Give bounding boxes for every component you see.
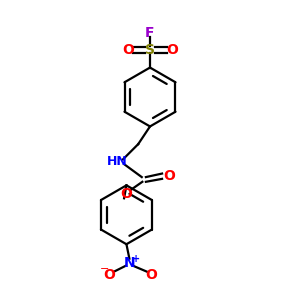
Text: O: O	[163, 169, 175, 184]
Text: F: F	[145, 26, 155, 40]
Text: O: O	[122, 43, 134, 57]
Text: O: O	[146, 268, 158, 282]
Text: N: N	[124, 256, 135, 270]
Text: HN: HN	[107, 155, 128, 168]
Text: S: S	[145, 43, 155, 57]
Text: O: O	[166, 43, 178, 57]
Text: O: O	[103, 268, 115, 282]
Text: −: −	[99, 264, 109, 274]
Text: O: O	[121, 187, 132, 201]
Text: +: +	[132, 254, 140, 264]
